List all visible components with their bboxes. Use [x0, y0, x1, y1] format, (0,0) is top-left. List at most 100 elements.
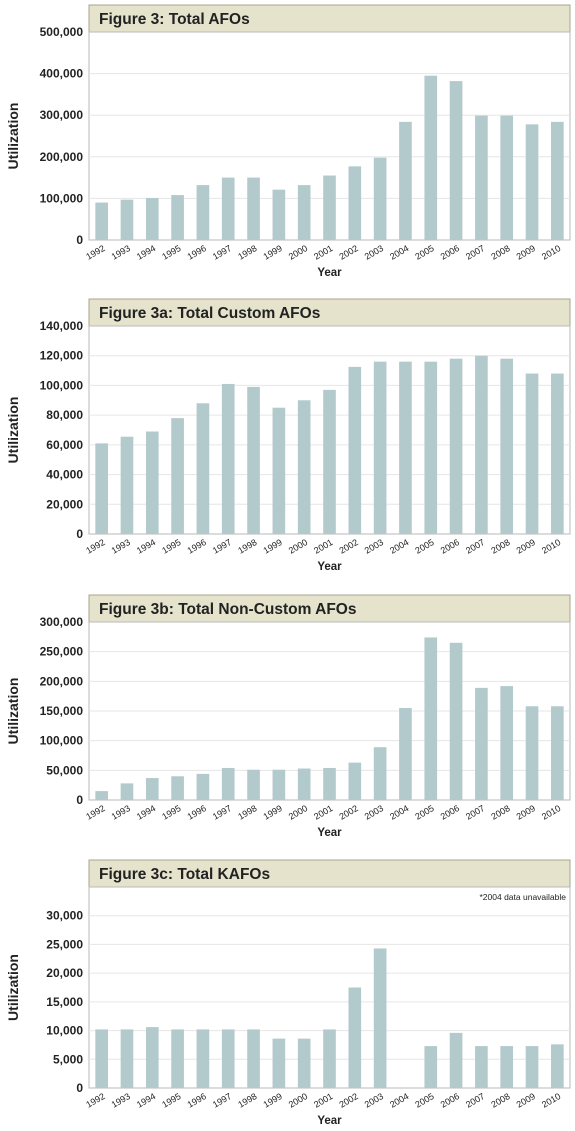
x-tick-label: 2005	[413, 537, 435, 556]
y-tick-label: 200,000	[40, 674, 84, 688]
x-tick-label: 1992	[84, 537, 106, 556]
bar-2006	[449, 358, 463, 534]
y-tick-label: 120,000	[40, 349, 84, 363]
y-tick-label: 200,000	[40, 150, 84, 164]
y-axis-label: Utilization	[5, 678, 21, 745]
bar-2009	[525, 124, 539, 240]
x-tick-label: 2000	[287, 243, 309, 262]
x-tick-label: 2004	[388, 243, 410, 262]
chart-title-bar	[88, 298, 571, 327]
x-tick-label: 2006	[439, 537, 461, 556]
bar-2002	[348, 762, 362, 800]
bar-1997	[221, 383, 235, 534]
x-tick-label: 1995	[160, 803, 182, 822]
bar-2000	[297, 1038, 311, 1088]
x-tick-label: 1994	[135, 803, 157, 822]
x-tick-label: 2009	[515, 1091, 537, 1110]
bar-1994	[145, 431, 159, 534]
chart-panel-3: Figure 3c: Total KAFOs 0 5,000 10,000 15,000…	[5, 859, 571, 1127]
bar-1992	[95, 791, 108, 800]
x-tick-label: 2006	[439, 1091, 461, 1110]
bar-1993	[120, 783, 134, 800]
chart-title-bar	[88, 594, 571, 623]
x-tick-label: 2006	[439, 803, 461, 822]
x-tick-label: 1995	[160, 1091, 182, 1110]
bar-1993	[120, 199, 134, 240]
bar-2007	[475, 355, 488, 534]
bar-2010	[551, 121, 564, 240]
chart-title-bar	[88, 4, 571, 33]
y-tick-label: 100,000	[40, 378, 84, 392]
bar-2002	[348, 987, 362, 1088]
bar-2004	[399, 361, 412, 534]
x-tick-label: 1996	[186, 803, 208, 822]
y-tick-label: 100,000	[40, 191, 84, 205]
x-tick-label: 2010	[540, 803, 562, 822]
chart-title: Figure 3c: Total KAFOs	[99, 866, 270, 883]
bar-2002	[348, 166, 362, 240]
bar-1997	[221, 767, 235, 800]
y-axis-label: Utilization	[5, 954, 21, 1021]
x-tick-label: 2002	[337, 1091, 359, 1110]
x-tick-label: 1998	[236, 243, 258, 262]
bar-2006	[449, 642, 463, 800]
bar-2009	[525, 706, 539, 800]
y-tick-label: 400,000	[40, 67, 84, 81]
x-tick-label: 2004	[388, 1091, 410, 1110]
bar-2005	[424, 361, 438, 534]
x-tick-label: 2008	[489, 1091, 511, 1110]
x-tick-label: 2010	[540, 1091, 562, 1110]
y-axis-label: Utilization	[5, 397, 21, 464]
bar-2010	[551, 706, 564, 800]
x-tick-label: 2000	[287, 803, 309, 822]
y-tick-label: 40,000	[46, 468, 83, 482]
y-tick-label: 30,000	[46, 909, 83, 923]
x-tick-label: 2009	[515, 243, 537, 262]
x-tick-label: 2002	[337, 537, 359, 556]
x-tick-label: 2005	[413, 243, 435, 262]
bar-1999	[272, 189, 286, 240]
bar-2009	[525, 1046, 539, 1088]
x-tick-label: 2000	[287, 537, 309, 556]
bar-2001	[323, 767, 336, 800]
x-tick-label: 2000	[287, 1091, 309, 1110]
bar-2009	[525, 373, 539, 534]
x-tick-label: 2007	[464, 1091, 486, 1110]
bar-2003	[373, 361, 387, 534]
bar-2001	[323, 1029, 336, 1088]
x-tick-label: 2010	[540, 243, 562, 262]
x-tick-label: 2007	[464, 803, 486, 822]
bar-1992	[95, 443, 108, 534]
x-axis-label: Year	[317, 267, 342, 279]
bar-2003	[373, 948, 387, 1088]
bar-2004	[399, 121, 412, 240]
chart-title: Figure 3a: Total Custom AFOs	[99, 305, 320, 322]
x-tick-label: 2003	[363, 803, 385, 822]
x-tick-label: 2009	[515, 537, 537, 556]
bar-2008	[500, 1046, 514, 1088]
y-tick-label: 300,000	[40, 108, 84, 122]
bar-1992	[95, 202, 108, 240]
x-tick-label: 2001	[312, 803, 334, 822]
x-tick-label: 2005	[413, 803, 435, 822]
y-tick-label: 0	[76, 1081, 83, 1095]
bar-1993	[120, 1029, 134, 1088]
bar-2005	[424, 75, 438, 241]
x-tick-label: 2005	[413, 1091, 435, 1110]
x-tick-label: 1999	[262, 537, 284, 556]
y-tick-label: 15,000	[46, 995, 83, 1009]
x-tick-label: 2006	[439, 243, 461, 262]
y-tick-label: 150,000	[40, 704, 84, 718]
x-tick-label: 1996	[186, 243, 208, 262]
bar-1998	[247, 386, 260, 534]
bar-1999	[272, 769, 286, 800]
bar-1995	[171, 776, 184, 800]
x-tick-label: 1994	[135, 243, 157, 262]
x-tick-label: 2008	[489, 803, 511, 822]
y-tick-label: 250,000	[40, 645, 84, 659]
bar-2007	[475, 115, 488, 240]
x-tick-label: 2003	[363, 243, 385, 262]
x-tick-label: 1993	[110, 537, 132, 556]
bar-1997	[221, 177, 235, 240]
x-tick-label: 1992	[84, 803, 106, 822]
